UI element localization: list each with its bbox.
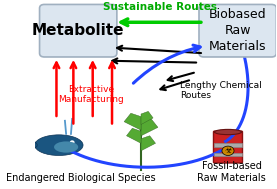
Polygon shape [141, 136, 155, 151]
Polygon shape [127, 128, 141, 143]
Ellipse shape [35, 135, 83, 156]
Text: Sustainable Routes: Sustainable Routes [103, 2, 217, 12]
Text: Biobased
Raw
Materials: Biobased Raw Materials [209, 8, 266, 53]
Text: ☣: ☣ [224, 146, 232, 155]
Text: Metabolite: Metabolite [32, 23, 124, 38]
Polygon shape [141, 111, 153, 125]
Polygon shape [27, 134, 37, 155]
FancyBboxPatch shape [214, 143, 242, 147]
FancyBboxPatch shape [199, 5, 276, 57]
Text: Extractive
Manufacturing: Extractive Manufacturing [59, 85, 124, 104]
Ellipse shape [214, 129, 242, 135]
Circle shape [70, 141, 74, 144]
Text: Fossil-based
Raw Materials: Fossil-based Raw Materials [197, 161, 266, 183]
Circle shape [222, 146, 234, 156]
FancyBboxPatch shape [40, 5, 117, 57]
FancyBboxPatch shape [214, 153, 242, 156]
FancyBboxPatch shape [214, 131, 242, 163]
Text: Lengthy Chemical
Routes: Lengthy Chemical Routes [180, 81, 261, 100]
Text: Endangered Biological Species: Endangered Biological Species [6, 173, 155, 183]
Polygon shape [124, 113, 141, 130]
Polygon shape [141, 119, 158, 136]
Ellipse shape [54, 141, 78, 153]
